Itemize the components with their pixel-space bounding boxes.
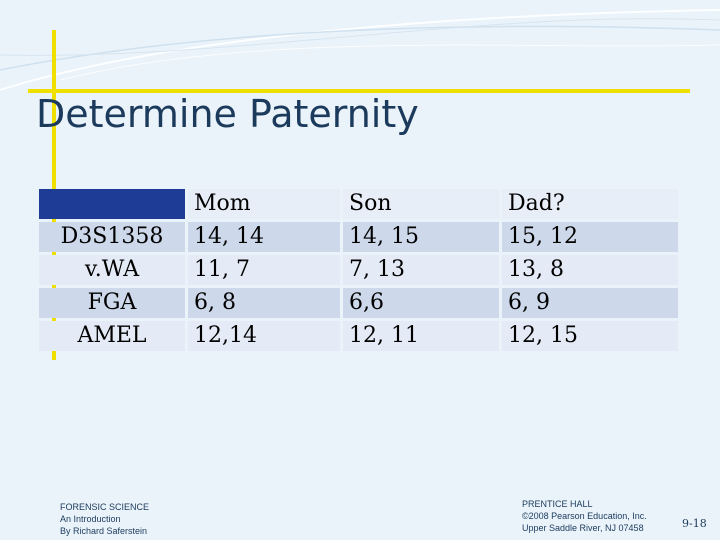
son-cell: 12, 11	[343, 321, 499, 351]
mom-cell: 14, 14	[188, 222, 340, 252]
table-row: FGA 6, 8 6,6 6, 9	[39, 288, 678, 318]
footer-right-line: Upper Saddle River, NJ 07458	[522, 523, 644, 533]
son-cell: 7, 13	[343, 255, 499, 285]
header-cell-son: Son	[343, 189, 499, 219]
footer-book-credit: FORENSIC SCIENCE An Introduction By Rich…	[60, 501, 149, 537]
son-cell: 6,6	[343, 288, 499, 318]
dad-cell: 15, 12	[502, 222, 678, 252]
son-cell: 14, 15	[343, 222, 499, 252]
mom-cell: 12,14	[188, 321, 340, 351]
genotype-table: Mom Son Dad? D3S1358 14, 14 14, 15 15, 1…	[36, 186, 681, 354]
table-row: v.WA 11, 7 7, 13 13, 8	[39, 255, 678, 285]
dad-cell: 6, 9	[502, 288, 678, 318]
header-cell-mom: Mom	[188, 189, 340, 219]
dad-cell: 13, 8	[502, 255, 678, 285]
mom-cell: 11, 7	[188, 255, 340, 285]
header-cell-locus	[39, 189, 185, 219]
locus-cell: FGA	[39, 288, 185, 318]
footer-right-line: PRENTICE HALL	[522, 499, 593, 509]
footer-left-line: By Richard Saferstein	[60, 526, 148, 536]
footer-left-line: FORENSIC SCIENCE	[60, 502, 150, 512]
dad-cell: 12, 15	[502, 321, 678, 351]
table-header-row: Mom Son Dad?	[39, 189, 678, 219]
table-row: D3S1358 14, 14 14, 15 15, 12	[39, 222, 678, 252]
footer-left-line: An Introduction	[60, 514, 121, 524]
table-row: AMEL 12,14 12, 11 12, 15	[39, 321, 678, 351]
header-cell-dad: Dad?	[502, 189, 678, 219]
locus-cell: D3S1358	[39, 222, 185, 252]
footer-right-line: ©2008 Pearson Education, Inc.	[522, 511, 647, 521]
slide-page-number: 9-18	[682, 517, 707, 530]
locus-cell: v.WA	[39, 255, 185, 285]
mom-cell: 6, 8	[188, 288, 340, 318]
slide-title: Determine Paternity	[36, 92, 419, 136]
locus-cell: AMEL	[39, 321, 185, 351]
footer-publisher-credit: PRENTICE HALL ©2008 Pearson Education, I…	[522, 498, 647, 534]
